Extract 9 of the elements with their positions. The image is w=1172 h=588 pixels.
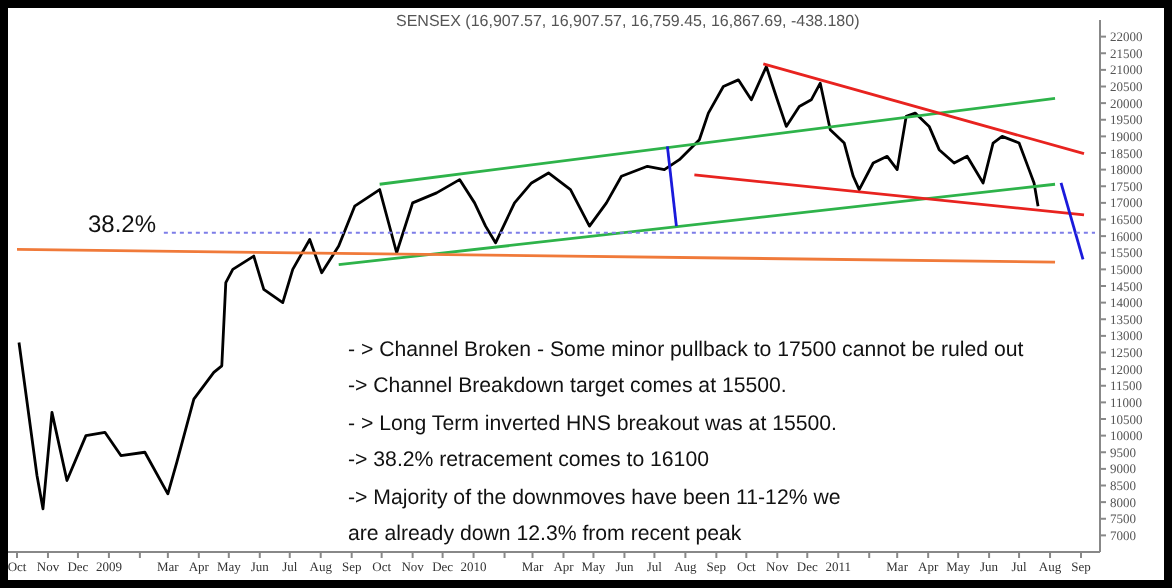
annotation: - > Channel Broken - Some minor pullback to 17500 cannot be ruled out (348, 336, 1024, 366)
annotation: -> 38.2% retracement comes to 16100 (348, 446, 711, 477)
annotation: -> Majority of the downmoves have been 11-12% we (348, 483, 843, 514)
annotation: - > Long Term inverted HNS breakout was at 15500. (348, 409, 839, 440)
chart-title: SENSEX (16,907.57, 16,907.57, 16,759.45, 16,867.69, -438.180) (396, 12, 860, 30)
annotation: -> Channel Breakdown target comes at 15500. (348, 372, 789, 403)
annotation: are already down 12.3% from recent peak (348, 520, 744, 551)
annotation: 38.2% (88, 210, 157, 238)
line-series (17, 65, 1040, 511)
